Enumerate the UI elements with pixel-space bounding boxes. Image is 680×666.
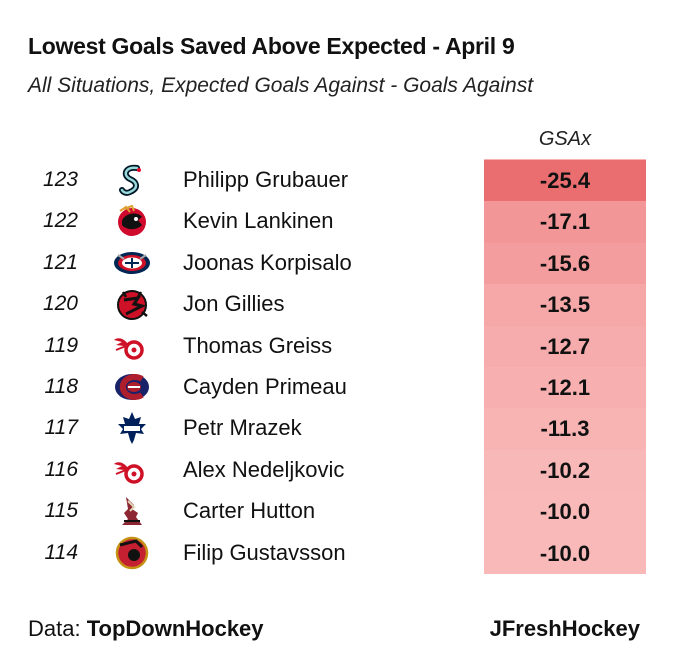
player-name: Kevin Lankinen — [183, 208, 334, 234]
gsax-column-header: GSAx — [538, 128, 592, 150]
player-name: Alex Nedeljkovic — [183, 456, 345, 482]
rank-label: 122 — [42, 209, 78, 233]
gsax-value-cell: -15.6 — [484, 242, 646, 285]
author-credit: JFreshHockey — [489, 616, 640, 641]
table-row: 115 Carter Hutton -10.0 — [0, 491, 680, 533]
senators-logo-icon — [112, 535, 152, 571]
rank-label: 120 — [42, 292, 78, 316]
gsax-value-cell: -13.5 — [484, 284, 646, 326]
gsax-value-cell: -12.7 — [484, 325, 646, 367]
player-name: Joonas Korpisalo — [183, 249, 352, 275]
chart-subtitle: All Situations, Expected Goals Against -… — [28, 74, 534, 97]
player-name: Filip Gustavsson — [183, 539, 346, 565]
table-row: 121 Joonas Korpisalo -15.6 — [0, 242, 680, 285]
devils-logo-icon — [112, 286, 152, 322]
rank-label: 117 — [44, 416, 78, 440]
table-row: 120 Jon Gillies -13.5 — [0, 284, 680, 326]
kraken-logo-icon — [112, 162, 152, 198]
rank-label: 118 — [44, 374, 78, 398]
red-wings-logo-icon — [112, 328, 152, 364]
gsax-value-cell: -25.4 — [484, 160, 646, 202]
blackhawks-logo-icon — [112, 203, 152, 239]
data-source-name: TopDownHockey — [86, 616, 264, 641]
rank-label: 119 — [44, 333, 78, 357]
rank-label: 115 — [44, 499, 78, 523]
maple-leafs-logo-icon — [112, 410, 152, 446]
gsax-value-cell: -10.2 — [484, 449, 646, 492]
rank-label: 121 — [42, 250, 78, 274]
gsax-value-cell: -10.0 — [484, 491, 646, 533]
player-name: Thomas Greiss — [183, 332, 333, 358]
chart-title: Lowest Goals Saved Above Expected - Apri… — [28, 33, 515, 59]
coyotes-logo-icon — [112, 493, 152, 529]
player-name: Carter Hutton — [183, 498, 316, 524]
table-row: 123 Philipp Grubauer -25.4 — [0, 160, 680, 202]
table-row: 116 Alex Nedeljkovic -10.2 — [0, 449, 680, 492]
player-name: Jon Gillies — [183, 291, 285, 317]
rank-label: 116 — [44, 457, 78, 481]
table-row: 122 Kevin Lankinen -17.1 — [0, 201, 680, 243]
gsax-value-cell: -10.0 — [484, 532, 646, 574]
rank-label: 123 — [42, 168, 78, 191]
table-row: 118 Cayden Primeau -12.1 — [0, 366, 680, 409]
data-source-credit: Data: TopDownHockey — [28, 616, 264, 642]
gsax-value-cell: -11.3 — [484, 408, 646, 450]
table-row: 119 Thomas Greiss -12.7 — [0, 325, 680, 367]
gsax-value-cell: -17.1 — [484, 201, 646, 243]
canadiens-logo-icon — [112, 369, 152, 405]
blue-jackets-logo-icon — [112, 245, 152, 281]
gsax-value-cell: -12.1 — [484, 366, 646, 409]
goalie-table: 123 Philipp Grubauer -25.4 122 Kevin Lankine… — [0, 160, 680, 574]
player-name: Petr Mrazek — [183, 415, 302, 441]
player-name: Cayden Primeau — [183, 373, 347, 399]
table-row: 117 Petr Mrazek -11.3 — [0, 408, 680, 450]
rank-label: 114 — [44, 540, 78, 564]
red-wings-logo-icon — [112, 452, 152, 488]
player-name: Philipp Grubauer — [183, 167, 349, 192]
table-row: 114 Filip Gustavsson -10.0 — [0, 532, 680, 574]
data-source-prefix: Data: — [28, 616, 87, 641]
